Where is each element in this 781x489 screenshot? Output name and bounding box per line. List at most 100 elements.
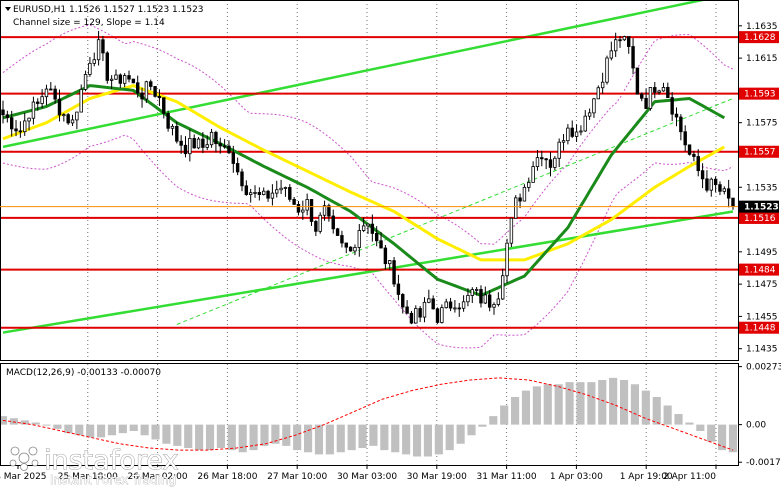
macd-bar xyxy=(53,424,62,429)
instaforex-logo: instaforex Instant Forex Trading xyxy=(9,445,179,487)
candle-body xyxy=(131,78,136,84)
collapse-triangle-icon[interactable] xyxy=(5,7,11,11)
candle-body xyxy=(666,86,670,99)
candle-body xyxy=(674,113,679,118)
candle-body xyxy=(566,127,570,142)
candle-body xyxy=(670,97,674,115)
x-tick-label: 31 Mar 11:00 xyxy=(477,472,537,482)
macd-bar xyxy=(358,424,367,448)
candle-body xyxy=(605,57,609,83)
candle-body xyxy=(635,67,640,95)
candle-body xyxy=(496,298,501,305)
bollinger-upper xyxy=(2,24,734,245)
chart-grid xyxy=(87,0,717,465)
candle-body xyxy=(401,294,405,308)
candle-body xyxy=(1,109,5,116)
candle-body xyxy=(383,247,388,265)
candle-body xyxy=(305,199,309,211)
macd-bar xyxy=(434,424,443,455)
candle-body xyxy=(687,144,692,155)
macd-bar xyxy=(271,424,280,444)
candle-body xyxy=(700,170,705,180)
candle-body xyxy=(114,74,118,80)
macd-pane-border xyxy=(0,363,739,466)
candle-body xyxy=(553,157,557,168)
candle-body xyxy=(335,228,340,236)
candle-body xyxy=(622,36,627,41)
macd-bar xyxy=(195,424,204,451)
macd-bar xyxy=(336,424,345,453)
candle-body xyxy=(474,289,479,291)
candle-body xyxy=(36,101,40,104)
candle-body xyxy=(257,192,262,195)
macd-bar xyxy=(587,382,596,425)
candle-body xyxy=(344,242,348,248)
candle-body xyxy=(231,152,236,164)
macd-bar xyxy=(511,397,520,425)
candle-body xyxy=(561,140,566,143)
candle-body xyxy=(392,260,396,285)
candle-body xyxy=(79,89,83,113)
macd-bar xyxy=(96,424,106,438)
candle-body xyxy=(427,298,431,303)
level-tag-label: 1.1557 xyxy=(744,148,776,158)
macd-bar xyxy=(9,418,18,425)
candle-body xyxy=(327,205,331,217)
candle-body xyxy=(188,138,192,155)
candle-body xyxy=(444,301,448,309)
candle-body xyxy=(679,116,683,133)
macd-bar xyxy=(304,424,313,453)
chart-frame xyxy=(0,0,739,466)
candle-body xyxy=(309,199,314,222)
candle-body xyxy=(726,188,731,199)
candle-body xyxy=(596,87,601,100)
candle-body xyxy=(683,131,687,146)
candle-body xyxy=(266,190,270,199)
macd-bar xyxy=(402,424,411,455)
candle-body xyxy=(722,188,727,192)
candle-body xyxy=(518,197,522,202)
y-tick-label: 1.1535 xyxy=(746,183,778,193)
level-tag xyxy=(739,211,779,224)
macd-bar xyxy=(151,424,160,440)
candle-body xyxy=(583,115,587,132)
candle-body xyxy=(618,39,622,42)
macd-bar xyxy=(249,424,258,451)
candle-body xyxy=(592,98,596,114)
macd-bar xyxy=(521,390,531,425)
candle-body xyxy=(718,184,722,192)
candle-body xyxy=(587,112,592,117)
candle-body xyxy=(127,75,131,80)
macd-bar xyxy=(20,420,29,425)
macd-bar xyxy=(293,424,302,451)
candle-body xyxy=(470,289,474,296)
candle-body xyxy=(322,205,327,216)
candle-body xyxy=(235,163,240,173)
candle-body xyxy=(418,308,422,318)
candle-body xyxy=(440,307,444,323)
macd-bar xyxy=(118,424,127,434)
candle-body xyxy=(179,140,183,146)
candle-body xyxy=(457,307,461,310)
price-channel xyxy=(2,0,734,334)
candle-body xyxy=(548,159,553,168)
macd-bar xyxy=(707,424,716,442)
candle-body xyxy=(409,312,414,324)
candle-body xyxy=(170,125,175,129)
candle-body xyxy=(379,240,383,249)
macd-bar xyxy=(391,424,400,453)
channel-size-line: Channel size = 129, Slope = 1.14 xyxy=(13,18,165,28)
macd-bar xyxy=(162,424,171,444)
logo-brand: instaforex xyxy=(44,445,178,476)
candle-body xyxy=(92,59,96,64)
macd-bar xyxy=(325,424,334,455)
macd-bar xyxy=(282,424,291,446)
macd-bar xyxy=(641,390,650,425)
candle-body xyxy=(222,145,227,148)
macd-bar xyxy=(467,424,476,436)
candle-body xyxy=(396,283,401,295)
candle-body xyxy=(118,74,123,84)
macd-bar xyxy=(412,424,422,457)
candle-body xyxy=(657,90,661,93)
x-tick-label: 26 Mar 02:00 xyxy=(128,472,188,482)
